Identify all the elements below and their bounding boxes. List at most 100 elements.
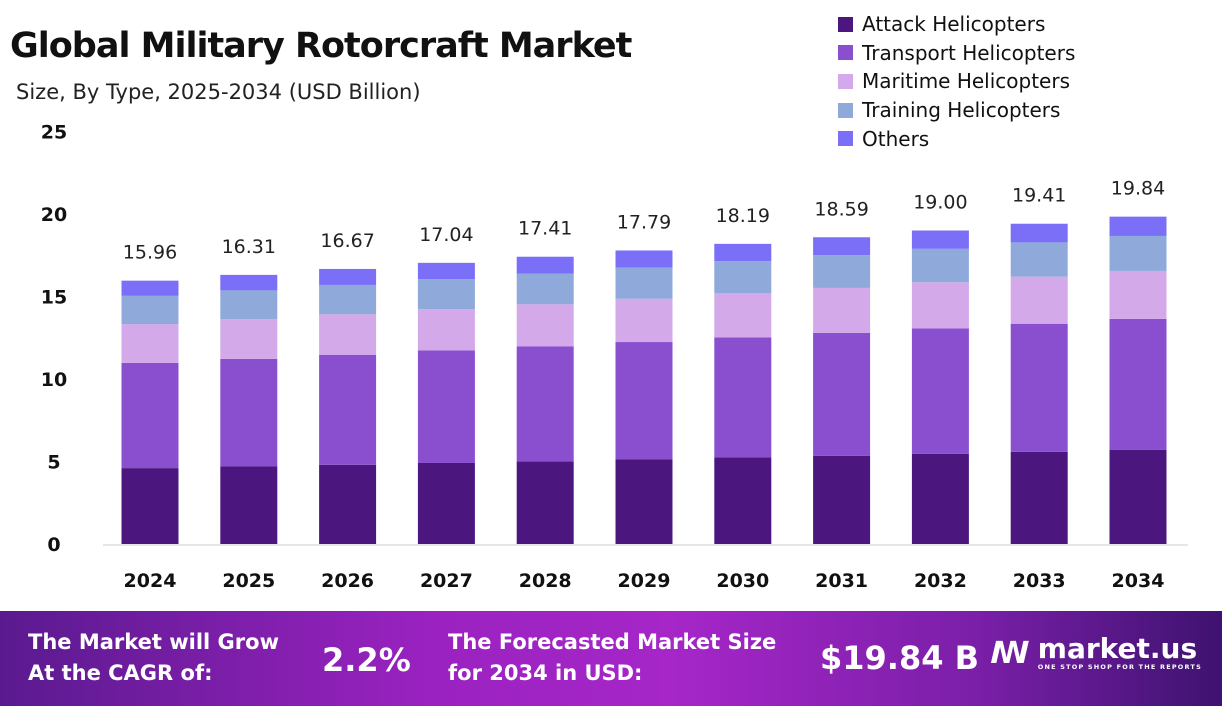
bar-segment-others xyxy=(516,256,574,274)
x-tick-label: 2028 xyxy=(519,570,572,592)
bar-segment-training-helicopters xyxy=(714,261,772,294)
x-tick-label: 2030 xyxy=(716,570,769,592)
y-tick-label: 25 xyxy=(41,122,67,144)
bar-segment-others xyxy=(911,230,969,249)
bar-segment-attack-helicopters xyxy=(615,459,673,544)
bar-segment-attack-helicopters xyxy=(319,464,377,544)
bar-segment-attack-helicopters xyxy=(1010,451,1068,544)
bar-segment-training-helicopters xyxy=(615,267,673,299)
footer-banner: The Market will Grow At the CAGR of: 2.2… xyxy=(0,611,1222,706)
bar-segment-maritime-helicopters xyxy=(1010,276,1068,324)
bar-segment-maritime-helicopters xyxy=(319,314,377,355)
y-tick-label: 15 xyxy=(41,287,67,309)
legend-label: Others xyxy=(862,126,930,151)
y-tick-label: 10 xyxy=(41,369,67,391)
bar-segment-maritime-helicopters xyxy=(714,293,772,338)
bar-segment-attack-helicopters xyxy=(911,453,969,544)
bar-segment-training-helicopters xyxy=(1010,242,1068,277)
bar-segment-transport-helicopters xyxy=(319,354,377,465)
bar-segment-transport-helicopters xyxy=(417,350,475,463)
bar-segment-transport-helicopters xyxy=(1109,318,1167,450)
logo-tagline: ONE STOP SHOP FOR THE REPORTS xyxy=(1037,663,1202,671)
total-data-label: 18.59 xyxy=(814,198,868,220)
chart-subtitle: Size, By Type, 2025-2034 (USD Billion) xyxy=(16,80,421,104)
legend-item: Transport Helicopters xyxy=(838,39,1075,68)
bar-segment-maritime-helicopters xyxy=(220,319,278,359)
bar-segment-transport-helicopters xyxy=(1010,323,1068,452)
x-tick-label: 2026 xyxy=(321,570,374,592)
bar-segment-maritime-helicopters xyxy=(813,287,871,333)
legend-swatch xyxy=(838,45,853,61)
legend-item: Others xyxy=(838,124,1075,153)
legend-swatch xyxy=(838,131,853,147)
bar-segment-transport-helicopters xyxy=(516,346,574,462)
legend-swatch xyxy=(838,16,853,32)
bar-segment-transport-helicopters xyxy=(615,342,673,460)
bar-segment-others xyxy=(714,243,772,262)
stacked-bar-chart: 051015202515.96202416.31202516.67202617.… xyxy=(41,122,1188,592)
total-data-label: 19.84 xyxy=(1111,178,1165,200)
bar-segment-attack-helicopters xyxy=(813,455,871,544)
bar-segment-others xyxy=(121,280,179,296)
bar-segment-maritime-helicopters xyxy=(516,304,574,347)
bar-segment-others xyxy=(220,274,278,291)
cagr-value: 2.2% xyxy=(322,641,411,679)
bar-segment-attack-helicopters xyxy=(714,457,772,544)
bar-segment-transport-helicopters xyxy=(220,358,278,467)
total-data-label: 17.04 xyxy=(419,224,473,246)
bar-segment-transport-helicopters xyxy=(121,362,179,469)
bar-segment-others xyxy=(417,262,475,280)
forecast-value: $19.84 B xyxy=(820,639,980,677)
bar-segment-attack-helicopters xyxy=(1109,449,1167,544)
legend-item: Training Helicopters xyxy=(838,96,1075,125)
total-data-label: 15.96 xyxy=(123,242,177,264)
x-tick-label: 2025 xyxy=(222,570,275,592)
bar-segment-attack-helicopters xyxy=(516,461,574,544)
bar-segment-maritime-helicopters xyxy=(121,324,179,363)
bar-segment-training-helicopters xyxy=(319,284,377,315)
y-tick-label: 20 xyxy=(41,204,67,226)
bar-segment-training-helicopters xyxy=(1109,235,1167,271)
bar-segment-training-helicopters xyxy=(813,255,871,288)
bar-segment-maritime-helicopters xyxy=(417,309,475,351)
bar-segment-attack-helicopters xyxy=(220,466,278,544)
bar-segment-others xyxy=(813,237,871,256)
logo-icon: ꟿ xyxy=(990,635,1030,671)
bar-segment-maritime-helicopters xyxy=(1109,270,1167,319)
x-tick-label: 2032 xyxy=(914,570,967,592)
bar-segment-attack-helicopters xyxy=(417,462,475,544)
total-data-label: 16.67 xyxy=(320,230,374,252)
y-tick-label: 5 xyxy=(47,452,60,474)
bar-segment-others xyxy=(615,250,673,268)
legend-swatch xyxy=(838,102,853,118)
cagr-label: The Market will Grow At the CAGR of: xyxy=(28,630,279,685)
bar-segment-others xyxy=(1109,216,1167,236)
forecast-label: The Forecasted Market Size for 2034 in U… xyxy=(448,630,777,685)
legend-swatch xyxy=(838,73,853,89)
x-tick-label: 2031 xyxy=(815,570,868,592)
legend: Attack Helicopters Transport Helicopters M… xyxy=(838,10,1075,153)
x-tick-label: 2029 xyxy=(618,570,671,592)
total-data-label: 18.19 xyxy=(716,205,770,227)
chart-title: Global Military Rotorcraft Market xyxy=(10,26,632,66)
bar-segment-transport-helicopters xyxy=(714,337,772,458)
bar-segment-transport-helicopters xyxy=(813,332,871,456)
x-tick-label: 2033 xyxy=(1013,570,1066,592)
legend-item: Attack Helicopters xyxy=(838,10,1075,39)
market-us-logo: ꟿ market.us ONE STOP SHOP FOR THE REPORT… xyxy=(990,632,1202,672)
total-data-label: 17.41 xyxy=(518,218,572,240)
bar-segment-attack-helicopters xyxy=(121,468,179,544)
bar-segment-others xyxy=(319,268,377,285)
total-data-label: 16.31 xyxy=(222,236,276,258)
legend-label: Maritime Helicopters xyxy=(862,69,1071,94)
total-data-label: 17.79 xyxy=(617,211,671,233)
bar-segment-maritime-helicopters xyxy=(911,282,969,329)
x-tick-label: 2034 xyxy=(1112,570,1165,592)
logo-name: market.us xyxy=(1037,632,1198,665)
total-data-label: 19.41 xyxy=(1012,185,1066,207)
bar-segment-training-helicopters xyxy=(911,248,969,283)
bar-segment-maritime-helicopters xyxy=(615,298,673,343)
legend-label: Attack Helicopters xyxy=(862,12,1046,37)
total-data-label: 19.00 xyxy=(913,192,967,214)
legend-item: Maritime Helicopters xyxy=(838,67,1075,96)
